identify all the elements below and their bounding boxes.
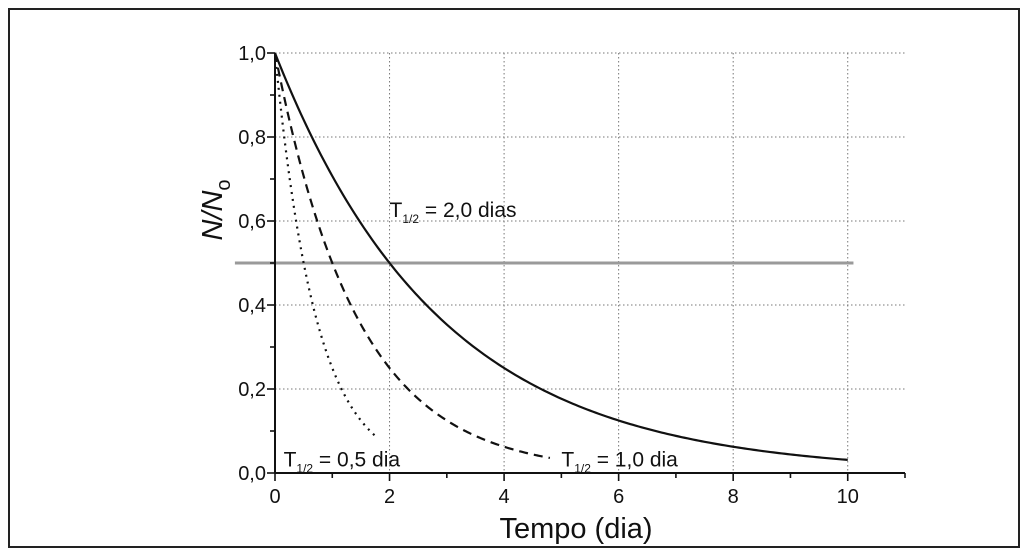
grid: [275, 52, 905, 473]
figure-frame: [8, 8, 1020, 548]
y-tick-label: 0,6: [238, 211, 266, 233]
x-tick-label: 10: [837, 486, 859, 508]
annotation-base: T: [284, 449, 297, 472]
y-axis-title: N/No: [197, 179, 235, 240]
x-tick-label: 6: [613, 486, 624, 508]
y-axis-title-main: N/N: [197, 191, 229, 241]
annotation-subscript: 1/2: [402, 212, 419, 226]
series-line-0: [273, 52, 848, 461]
y-tick-label: 0,2: [238, 379, 266, 401]
annotation-subscript: 1/2: [296, 462, 313, 476]
labels: Tempo (dia) N/No 0 2 4 6 8 10 0,0 0,2 0,4 0,6 0,8 1…: [197, 43, 859, 545]
annotation-base: T: [561, 449, 574, 472]
annotation-base: T: [390, 199, 403, 222]
annotation-text: = 1,0 dia: [591, 449, 678, 472]
axes: [267, 52, 906, 481]
annotation-text: = 0,5 dia: [313, 449, 400, 472]
x-tick-label: 0: [269, 486, 280, 508]
x-tick-label: 8: [728, 486, 739, 508]
y-tick-label: 0,0: [238, 463, 266, 485]
curve-annotation-1: T1/2 = 1,0 dia: [561, 449, 678, 476]
x-axis-title: Tempo (dia): [499, 513, 652, 545]
y-axis-title-sub: o: [213, 179, 235, 190]
series-layer: [273, 52, 848, 461]
annotation-text: = 2,0 dias: [419, 199, 516, 222]
x-tick-label: 4: [499, 486, 510, 508]
annotation-subscript: 1/2: [574, 462, 591, 476]
curve-annotation-0: T1/2 = 2,0 dias: [390, 199, 517, 226]
y-tick-label: 0,4: [238, 295, 266, 317]
y-tick-label: 0,8: [238, 127, 266, 149]
curve-annotation-2: T1/2 = 0,5 dia: [284, 449, 401, 476]
series-line-1: [273, 52, 551, 460]
y-tick-label: 1,0: [238, 43, 266, 65]
x-tick-label: 2: [384, 486, 395, 508]
